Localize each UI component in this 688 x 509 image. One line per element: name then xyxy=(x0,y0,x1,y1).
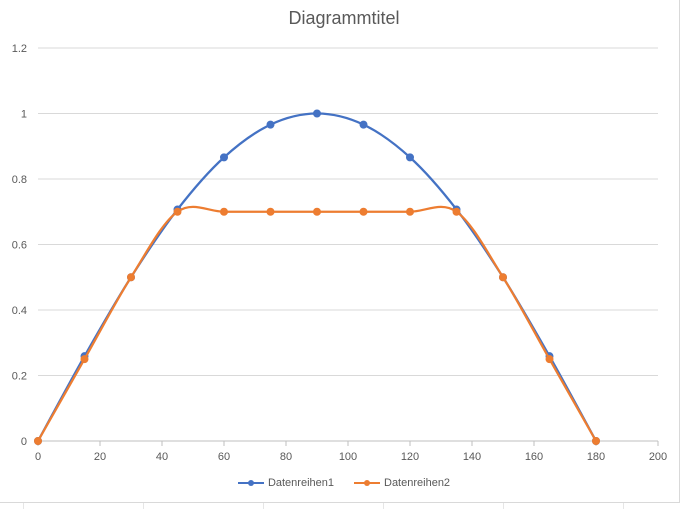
data-point xyxy=(34,437,42,445)
y-tick-label: 0.8 xyxy=(12,174,27,186)
legend-dot xyxy=(364,480,370,486)
data-point xyxy=(406,207,414,216)
data-point xyxy=(545,355,554,364)
x-tick-label: 120 xyxy=(401,451,419,463)
chart-title[interactable]: Diagrammtitel xyxy=(288,8,400,28)
data-point xyxy=(313,207,321,216)
legend-item-series1[interactable]: Datenreihen1 xyxy=(237,477,334,489)
x-tick-label: 140 xyxy=(463,451,481,463)
y-tick-label: 0.2 xyxy=(12,371,27,383)
chart-legend[interactable]: Datenreihen1 Datenreihen2 xyxy=(0,477,688,489)
legend-dot xyxy=(247,480,254,486)
data-point xyxy=(173,207,182,216)
legend-marker-icon xyxy=(354,478,380,488)
data-point xyxy=(499,273,507,282)
data-point xyxy=(359,120,368,129)
chart-area[interactable] xyxy=(0,0,680,503)
x-tick-label: 60 xyxy=(218,451,230,463)
x-tick-label: 40 xyxy=(156,451,168,463)
x-tick-label: 160 xyxy=(525,451,543,463)
data-point xyxy=(452,207,461,216)
series-line-1 xyxy=(37,112,597,442)
data-point xyxy=(359,207,368,216)
x-tick-label: 100 xyxy=(339,451,357,463)
y-tick-label: 1.2 xyxy=(12,43,27,55)
data-point xyxy=(266,207,275,216)
data-point xyxy=(406,153,414,162)
legend-label: Datenreihen1 xyxy=(267,477,334,489)
y-tick-label: 0.4 xyxy=(12,305,27,317)
data-point xyxy=(313,109,321,118)
y-tick-label: 0 xyxy=(21,436,27,448)
data-point xyxy=(592,437,600,445)
x-tick-label: 80 xyxy=(280,451,292,463)
legend-item-series2[interactable]: Datenreihen2 xyxy=(354,477,450,489)
data-point xyxy=(220,207,228,216)
x-tick-label: 180 xyxy=(587,451,605,463)
legend-label: Datenreihen2 xyxy=(384,477,451,489)
data-point xyxy=(266,120,275,129)
x-tick-label: 20 xyxy=(94,451,106,463)
legend-marker-icon xyxy=(237,478,264,488)
y-tick-label: 1 xyxy=(21,109,27,121)
x-tick-label: 0 xyxy=(35,451,41,463)
x-tick-label: 200 xyxy=(649,451,667,463)
data-point xyxy=(220,153,228,162)
data-point xyxy=(80,355,89,364)
y-tick-label: 0.6 xyxy=(12,240,27,252)
series-line-2 xyxy=(37,205,597,442)
data-point xyxy=(127,273,135,282)
